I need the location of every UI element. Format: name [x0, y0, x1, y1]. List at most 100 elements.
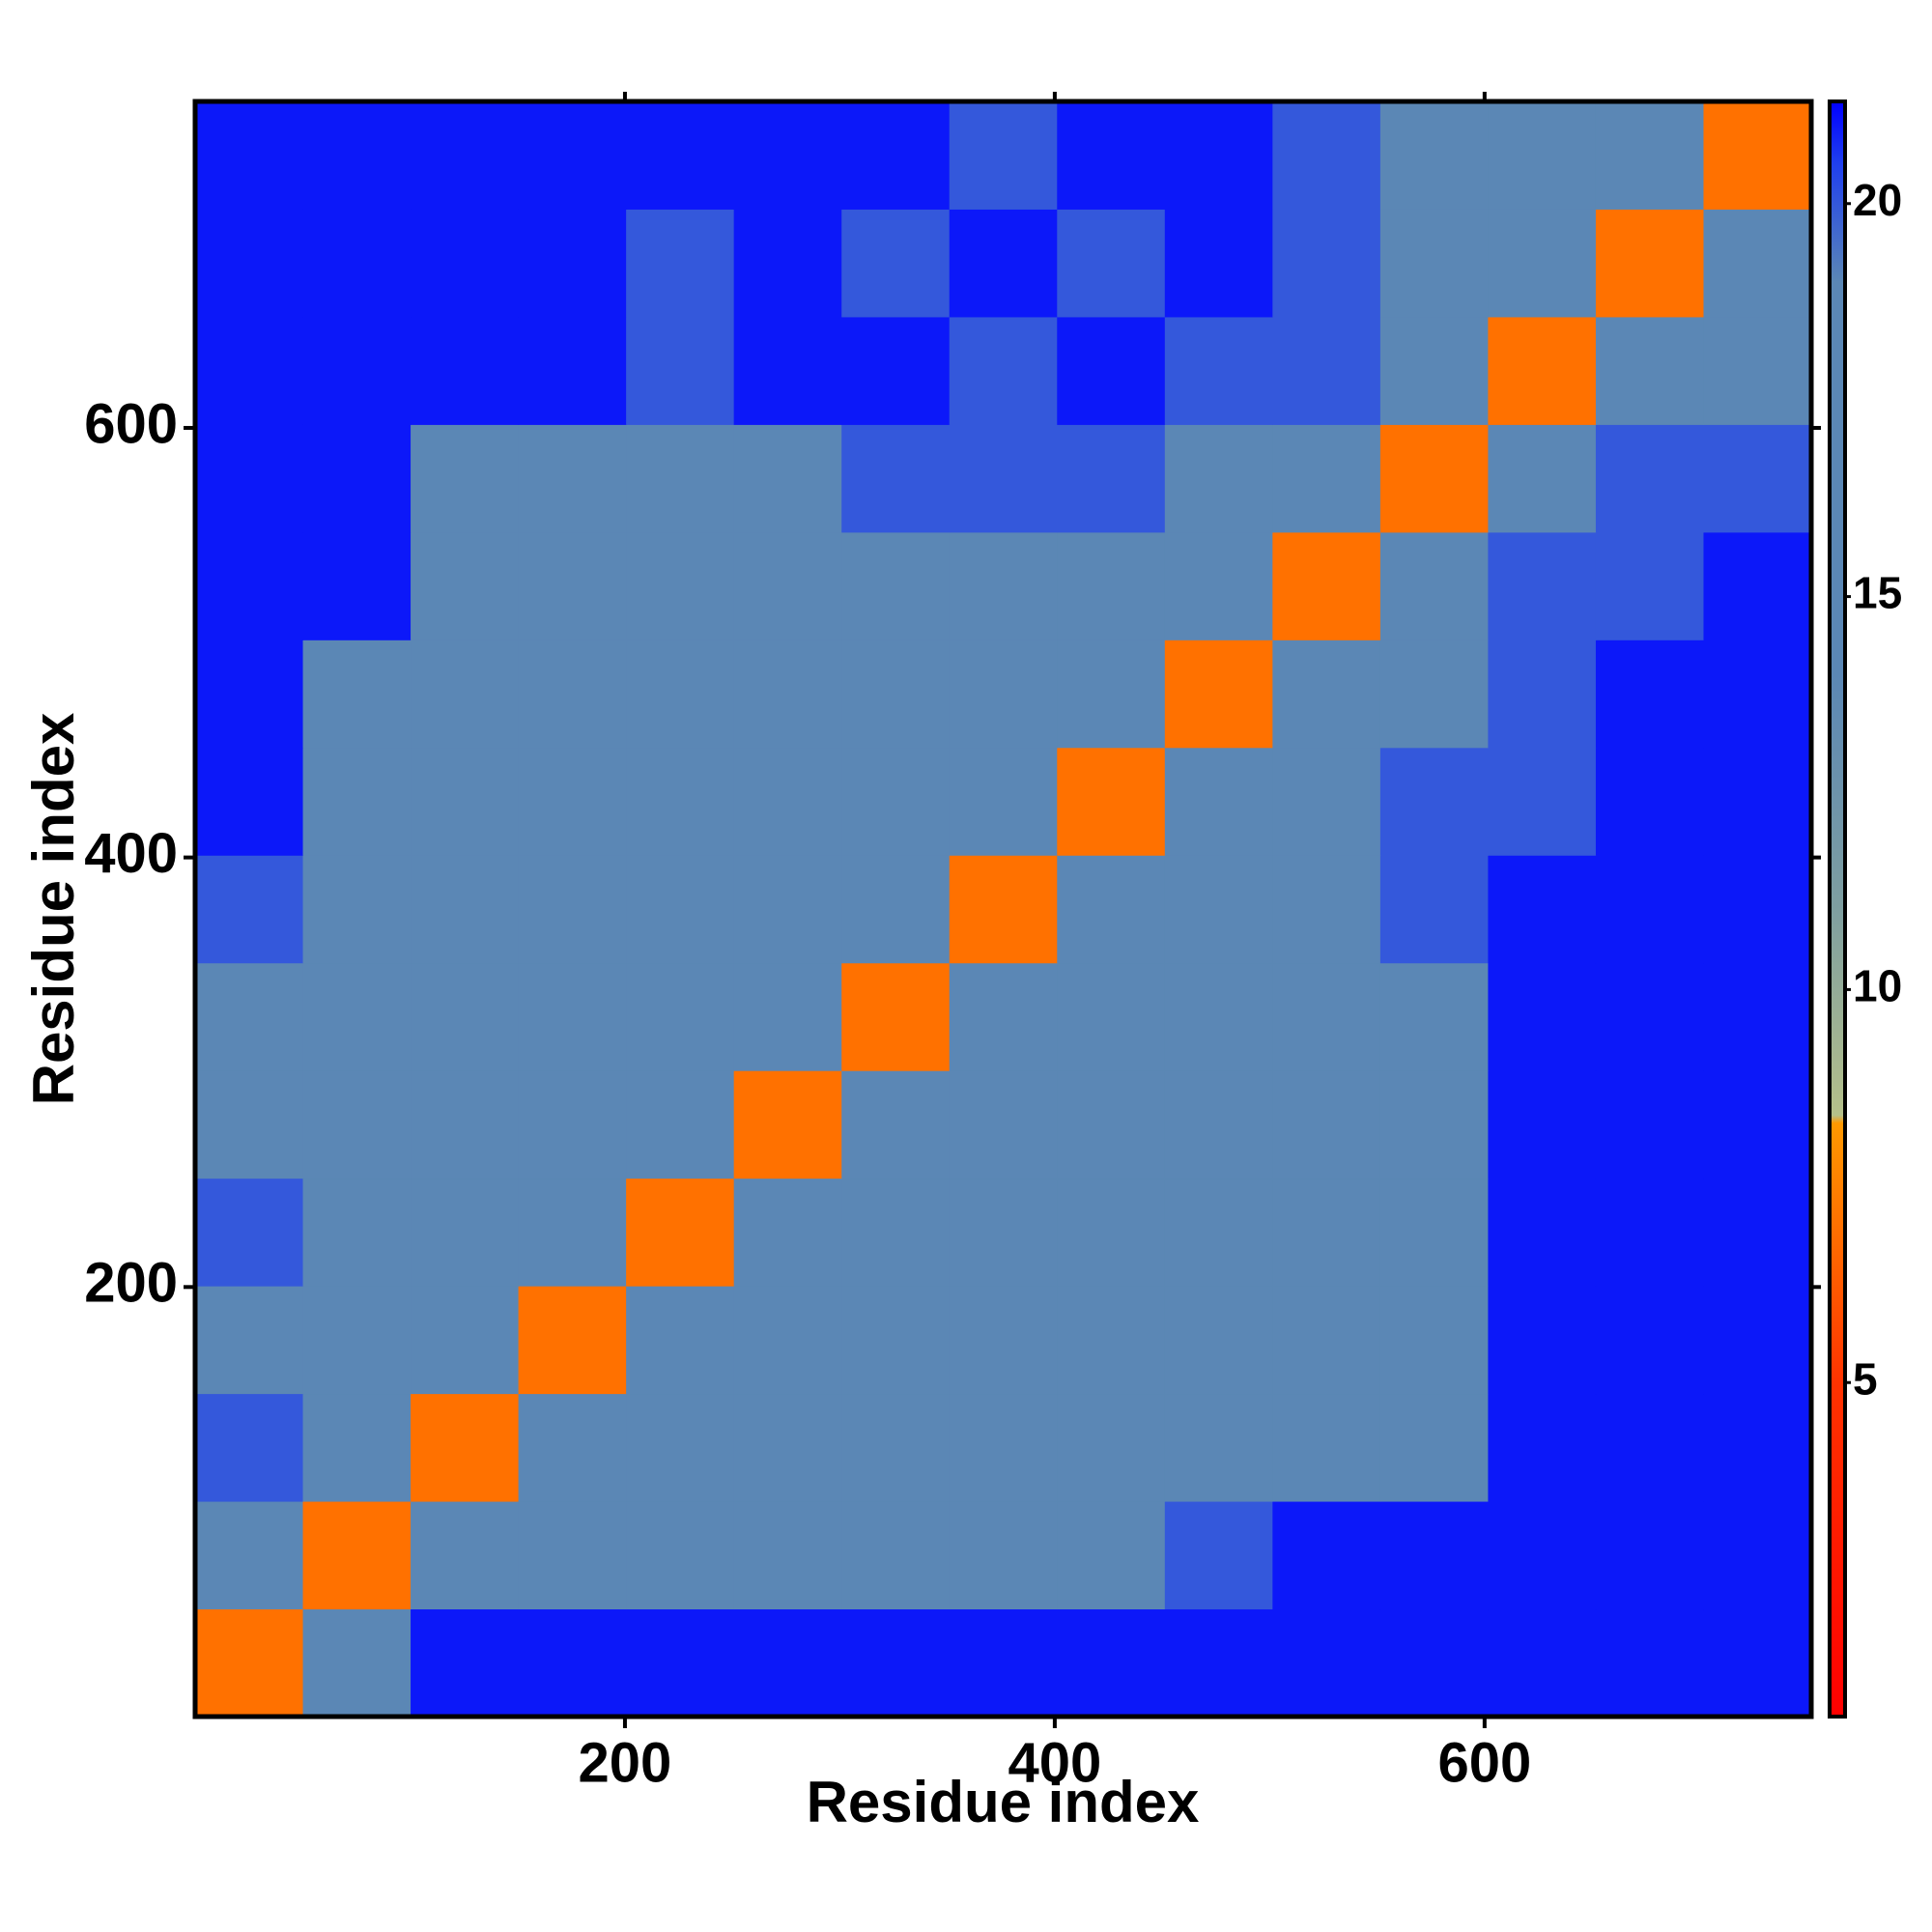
- heatmap-cell: [195, 1501, 304, 1610]
- heatmap-cell: [1164, 1178, 1273, 1287]
- heatmap-cell: [195, 531, 304, 640]
- heatmap-cell: [949, 962, 1058, 1071]
- heatmap-cell: [1488, 1286, 1597, 1395]
- y-tick-label: 400: [84, 822, 178, 885]
- heatmap-cell: [1379, 424, 1489, 533]
- heatmap-cell: [411, 1286, 520, 1395]
- heatmap-cell: [1595, 855, 1704, 964]
- heatmap-cell: [949, 1501, 1058, 1610]
- heatmap-cell: [518, 531, 627, 640]
- x-axis-label: Residue index: [807, 1770, 1200, 1834]
- heatmap-cell: [626, 1178, 735, 1287]
- heatmap-cell: [626, 1501, 735, 1610]
- heatmap-cell: [1703, 1070, 1812, 1179]
- heatmap-cell: [1164, 747, 1273, 856]
- heatmap-cell: [1057, 316, 1166, 425]
- heatmap-cell: [1703, 316, 1812, 425]
- heatmap-cell: [411, 1501, 520, 1610]
- heatmap-cell: [841, 1286, 951, 1395]
- heatmap-cell: [1703, 209, 1812, 318]
- heatmap-cell: [1379, 747, 1489, 856]
- heatmap-cell: [411, 1608, 520, 1718]
- heatmap-cell: [411, 747, 520, 856]
- heatmap-cell: [1272, 1393, 1381, 1502]
- heatmap-cell: [302, 855, 412, 964]
- heatmap-cell: [626, 639, 735, 749]
- plot-frame: [192, 99, 1814, 1719]
- heatmap-cell: [1595, 424, 1704, 533]
- heatmap-cell: [518, 1501, 627, 1610]
- heatmap-cell: [302, 1608, 412, 1718]
- heatmap-cell: [626, 747, 735, 856]
- heatmap-cell: [1272, 531, 1381, 640]
- heatmap-cell: [1595, 1393, 1704, 1502]
- heatmap-cell: [195, 424, 304, 533]
- heatmap-cell: [626, 531, 735, 640]
- heatmap-cell: [733, 1178, 842, 1287]
- heatmap-cell: [1379, 1286, 1489, 1395]
- heatmap-cell: [733, 747, 842, 856]
- heatmap-cell: [1057, 1286, 1166, 1395]
- heatmap-cell: [411, 962, 520, 1071]
- heatmap-cell: [195, 1393, 304, 1502]
- heatmap-cell: [302, 1501, 412, 1610]
- heatmap-cell: [1057, 209, 1166, 318]
- colorbar-tick-label: 15: [1853, 568, 1902, 618]
- heatmap-cell: [1272, 316, 1381, 425]
- heatmap-cell: [1488, 1178, 1597, 1287]
- heatmap-cell: [1164, 1393, 1273, 1502]
- heatmap-cell: [1488, 424, 1597, 533]
- heatmap-cell: [949, 855, 1058, 964]
- heatmap-cell: [411, 1070, 520, 1179]
- heatmap-cell: [626, 209, 735, 318]
- heatmap-cell: [841, 1178, 951, 1287]
- heatmap-cell: [1703, 531, 1812, 640]
- heatmap-cell: [1595, 316, 1704, 425]
- heatmap-cell: [733, 1608, 842, 1718]
- heatmap-cell: [1488, 747, 1597, 856]
- heatmap-cell: [1595, 1070, 1704, 1179]
- heatmap-cell: [1379, 962, 1489, 1071]
- heatmap-cell: [1379, 1501, 1489, 1610]
- heatmap-cell: [518, 1608, 627, 1718]
- heatmap-cell: [518, 209, 627, 318]
- heatmap-cell: [1164, 531, 1273, 640]
- colorbar-tick-label: 10: [1853, 961, 1902, 1011]
- heatmap-cell: [1595, 747, 1704, 856]
- heatmap-cell: [518, 1393, 627, 1502]
- heatmap-cell: [1703, 1393, 1812, 1502]
- heatmap-cell: [1703, 101, 1812, 210]
- heatmap-cell: [949, 639, 1058, 749]
- heatmap-cell: [1164, 1070, 1273, 1179]
- heatmap-cell: [733, 209, 842, 318]
- heatmap-cell: [1057, 531, 1166, 640]
- heatmap-cell: [1272, 209, 1381, 318]
- heatmap-cell: [1057, 855, 1166, 964]
- heatmap-cell: [626, 1393, 735, 1502]
- heatmap-cell: [949, 747, 1058, 856]
- heatmap-cell: [411, 316, 520, 425]
- heatmap-cell: [411, 1393, 520, 1502]
- heatmap-cell: [1595, 1501, 1704, 1610]
- heatmap-cell: [411, 424, 520, 533]
- heatmap-cell: [841, 639, 951, 749]
- heatmap-cell: [733, 316, 842, 425]
- heatmap-cell: [1703, 639, 1812, 749]
- x-tick-label: 600: [1437, 1731, 1531, 1794]
- heatmap-cell: [1057, 101, 1166, 210]
- heatmap-cell: [949, 101, 1058, 210]
- heatmap-cell: [1595, 1178, 1704, 1287]
- heatmap-cell: [1488, 316, 1597, 425]
- heatmap-cell: [1164, 1608, 1273, 1718]
- heatmap-cell: [1488, 855, 1597, 964]
- heatmap-cell: [949, 1178, 1058, 1287]
- heatmap-cell: [1488, 531, 1597, 640]
- heatmap-cell: [949, 316, 1058, 425]
- colorbar-tick-label: 20: [1853, 175, 1902, 225]
- heatmap-cell: [949, 1393, 1058, 1502]
- heatmap-cell: [841, 101, 951, 210]
- heatmap-cell: [195, 747, 304, 856]
- heatmap-cell: [195, 639, 304, 749]
- heatmap-cell: [1057, 1501, 1166, 1610]
